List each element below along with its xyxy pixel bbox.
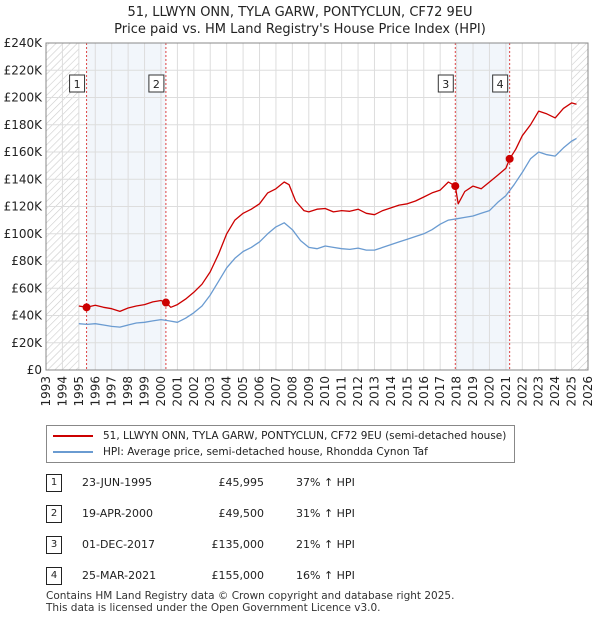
sale-marker-label: 1 bbox=[74, 78, 81, 91]
sale-price: £45,995 bbox=[218, 476, 265, 489]
x-tick-label: 1996 bbox=[88, 376, 102, 407]
x-tick-label: 2023 bbox=[532, 376, 546, 407]
x-tick-label: 2003 bbox=[203, 376, 217, 407]
x-tick-label: 1994 bbox=[55, 376, 69, 407]
sale-date: 01-DEC-2017 bbox=[82, 538, 156, 551]
sale-point bbox=[161, 298, 170, 307]
y-tick-label: £120K bbox=[4, 200, 44, 214]
hpi-series-line bbox=[78, 137, 577, 328]
y-tick-label: £160K bbox=[4, 145, 44, 159]
chart-title: 51, LLWYN ONN, TYLA GARW, PONTYCLUN, CF7… bbox=[127, 5, 473, 20]
x-tick-label: 2024 bbox=[548, 376, 562, 407]
chart-title-block: 51, LLWYN ONN, TYLA GARW, PONTYCLUN, CF7… bbox=[0, 4, 600, 38]
x-tick-label: 1993 bbox=[39, 376, 53, 407]
sale-hpi-diff: 37% ↑ HPI bbox=[296, 476, 355, 489]
x-tick-label: 1997 bbox=[105, 376, 119, 407]
x-tick-label: 2021 bbox=[499, 376, 513, 407]
x-tick-label: 2019 bbox=[466, 376, 480, 407]
sale-hpi-diff: 21% ↑ HPI bbox=[296, 538, 355, 551]
y-tick-label: £80K bbox=[11, 254, 43, 268]
sale-point bbox=[451, 182, 460, 191]
sale-marker-box bbox=[492, 74, 509, 93]
x-tick-label: 2018 bbox=[450, 376, 464, 407]
y-tick-label: £20K bbox=[11, 336, 43, 350]
footer-line-copyright: Contains HM Land Registry data © Crown c… bbox=[46, 590, 455, 602]
y-tick-label: £220K bbox=[4, 63, 44, 77]
x-tick-label: 2016 bbox=[417, 376, 431, 407]
x-tick-label: 1995 bbox=[72, 376, 86, 407]
sale-row: 2 19-APR-2000 £49,500 31% ↑ HPI bbox=[46, 505, 586, 523]
sale-row: 4 25-MAR-2021 £155,000 16% ↑ HPI bbox=[46, 567, 586, 585]
sale-price: £49,500 bbox=[218, 507, 265, 520]
sale-row: 3 01-DEC-2017 £135,000 21% ↑ HPI bbox=[46, 536, 586, 554]
y-tick-label: £60K bbox=[11, 281, 43, 295]
legend-label-property: 51, LLWYN ONN, TYLA GARW, PONTYCLUN, CF7… bbox=[103, 430, 507, 442]
price-chart: 1 2 3 4 £0 £20K £40K £60K £80K £100K £120K £140K £1… bbox=[4, 36, 595, 407]
sale-marker-box bbox=[437, 74, 454, 93]
y-tick-label: £140K bbox=[4, 172, 44, 186]
x-tick-label: 2026 bbox=[581, 376, 595, 407]
sale-number-badge: 2 bbox=[46, 505, 62, 523]
sale-marker-box bbox=[69, 74, 86, 93]
y-tick-label: £240K bbox=[4, 36, 44, 50]
sale-price: £135,000 bbox=[211, 538, 265, 551]
sale-marker-label: 3 bbox=[442, 78, 449, 91]
x-tick-label: 2015 bbox=[400, 376, 414, 407]
sale-marker-box bbox=[148, 74, 165, 93]
x-tick-label: 2012 bbox=[351, 376, 365, 407]
x-tick-label: 1998 bbox=[121, 376, 135, 407]
legend-item-property: 51, LLWYN ONN, TYLA GARW, PONTYCLUN, CF7… bbox=[53, 428, 506, 444]
x-tick-label: 2001 bbox=[170, 376, 184, 407]
x-tick-label: 2017 bbox=[433, 376, 447, 407]
legend-label-hpi: HPI: Average price, semi-detached house,… bbox=[103, 446, 428, 458]
x-tick-label: 2022 bbox=[515, 376, 529, 407]
sale-hpi-diff: 16% ↑ HPI bbox=[296, 569, 355, 582]
x-tick-label: 2013 bbox=[367, 376, 381, 407]
x-tick-label: 2000 bbox=[154, 376, 168, 407]
y-tick-label: £0 bbox=[27, 363, 42, 377]
x-tick-label: 2025 bbox=[565, 376, 579, 407]
sale-number-badge: 1 bbox=[46, 474, 62, 492]
x-tick-label: 2007 bbox=[269, 376, 283, 407]
x-tick-label: 2011 bbox=[335, 376, 349, 407]
sale-date: 25-MAR-2021 bbox=[82, 569, 157, 582]
legend-item-hpi: HPI: Average price, semi-detached house,… bbox=[53, 444, 428, 460]
x-tick-label: 2009 bbox=[302, 376, 316, 407]
x-tick-label: 2014 bbox=[384, 376, 398, 407]
y-tick-label: £180K bbox=[4, 118, 44, 132]
sale-date: 19-APR-2000 bbox=[82, 507, 154, 520]
chart-subtitle: Price paid vs. HM Land Registry's House … bbox=[114, 22, 486, 37]
sale-number-badge: 3 bbox=[46, 536, 62, 554]
footer-line-licence: This data is licensed under the Open Gov… bbox=[46, 602, 381, 614]
sale-marker-label: 4 bbox=[497, 78, 504, 91]
legend-swatch-property bbox=[53, 435, 93, 437]
x-tick-label: 2020 bbox=[482, 376, 496, 407]
plot-frame bbox=[45, 42, 589, 371]
x-tick-label: 2006 bbox=[253, 376, 267, 407]
x-tick-label: 2008 bbox=[285, 376, 299, 407]
sale-hpi-diff: 31% ↑ HPI bbox=[296, 507, 355, 520]
sale-point bbox=[82, 303, 91, 312]
x-tick-label: 2010 bbox=[318, 376, 332, 407]
legend: 51, LLWYN ONN, TYLA GARW, PONTYCLUN, CF7… bbox=[46, 425, 515, 463]
x-tick-label: 2005 bbox=[236, 376, 250, 407]
y-tick-label: £200K bbox=[4, 91, 44, 105]
sale-point bbox=[505, 154, 514, 163]
x-tick-label: 1999 bbox=[138, 376, 152, 407]
footer-attribution: Contains HM Land Registry data © Crown c… bbox=[46, 590, 454, 614]
y-tick-label: £40K bbox=[11, 309, 43, 323]
x-tick-label: 2004 bbox=[220, 376, 234, 407]
legend-swatch-hpi bbox=[53, 451, 93, 453]
sale-date: 23-JUN-1995 bbox=[82, 476, 153, 489]
y-tick-label: £100K bbox=[4, 227, 44, 241]
sale-number-badge: 4 bbox=[46, 567, 62, 585]
sale-price: £155,000 bbox=[211, 569, 265, 582]
sale-marker-label: 2 bbox=[153, 78, 160, 91]
x-tick-label: 2002 bbox=[187, 376, 201, 407]
sale-row: 1 23-JUN-1995 £45,995 37% ↑ HPI bbox=[46, 474, 586, 492]
